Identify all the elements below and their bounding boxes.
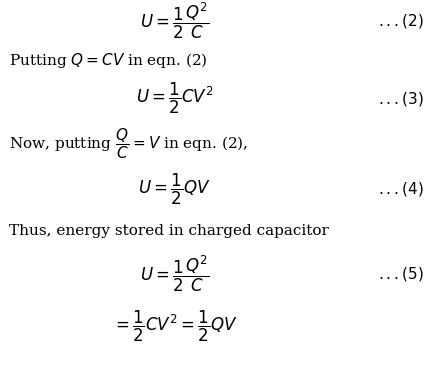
Text: $...(5)$: $...(5)$ [378,265,424,283]
Text: $U = \dfrac{1}{2}\dfrac{Q^2}{C}$: $U = \dfrac{1}{2}\dfrac{Q^2}{C}$ [140,1,209,41]
Text: $U = \dfrac{1}{2}CV^2$: $U = \dfrac{1}{2}CV^2$ [136,81,214,116]
Text: $U = \dfrac{1}{2}QV$: $U = \dfrac{1}{2}QV$ [139,172,211,207]
Text: $...(2)$: $...(2)$ [378,12,424,30]
Text: $...(3)$: $...(3)$ [378,89,424,108]
Text: Now, putting $\dfrac{Q}{C} = V$ in eqn. (2),: Now, putting $\dfrac{Q}{C} = V$ in eqn. … [9,127,248,161]
Text: Thus, energy stored in charged capacitor: Thus, energy stored in charged capacitor [9,224,329,238]
Text: $= \dfrac{1}{2}CV^2 = \dfrac{1}{2}QV$: $= \dfrac{1}{2}CV^2 = \dfrac{1}{2}QV$ [112,309,238,343]
Text: $U = \dfrac{1}{2}\dfrac{Q^2}{C}$: $U = \dfrac{1}{2}\dfrac{Q^2}{C}$ [140,254,209,294]
Text: Putting $Q = CV$ in eqn. (2): Putting $Q = CV$ in eqn. (2) [9,51,207,70]
Text: $...(4)$: $...(4)$ [378,180,424,199]
